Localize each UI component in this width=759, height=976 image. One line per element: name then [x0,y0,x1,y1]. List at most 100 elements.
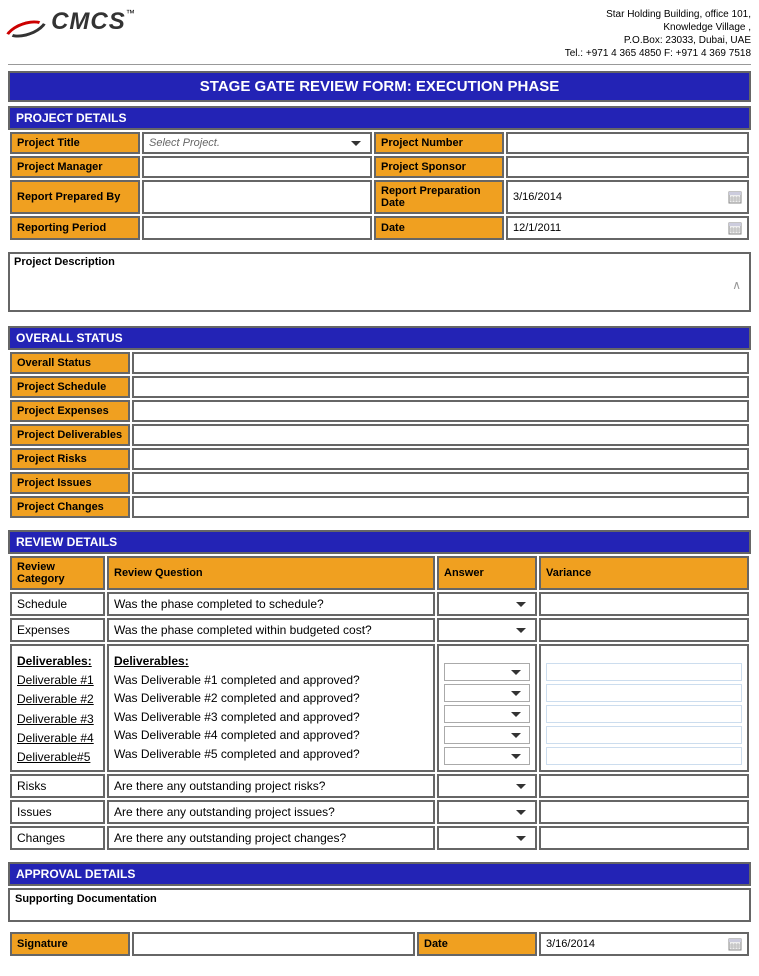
calendar-icon[interactable] [728,937,742,951]
deliverable-link[interactable]: Deliverable #1 [17,671,98,690]
label-prepared-by: Report Prepared By [10,180,140,214]
chevron-down-icon [351,141,361,146]
review-details-table: Review Category Review Question Answer V… [8,554,751,852]
deliverable-answers [437,644,537,772]
chevron-down-icon [511,712,521,717]
variance-input[interactable] [546,726,742,744]
variance-input[interactable] [539,592,749,616]
label-project-deliverables: Project Deliverables [10,424,130,446]
label-project-description: Project Description [14,256,745,268]
variance-input[interactable] [539,800,749,824]
address-line: Star Holding Building, office 101, [565,8,751,21]
reporting-period-input[interactable] [142,216,372,240]
form-title: STAGE GATE REVIEW FORM: EXECUTION PHASE [8,71,751,102]
approval-date-value: 3/16/2014 [546,938,595,950]
chevron-down-icon [516,810,526,815]
answer-select[interactable] [444,726,530,744]
date-value: 12/1/2011 [513,222,561,234]
section-approval-details: APPROVAL DETAILS [8,862,751,886]
overall-status-input[interactable] [132,352,749,374]
label-project-manager: Project Manager [10,156,140,178]
project-schedule-input[interactable] [132,376,749,398]
deliverable-question: Was Deliverable #3 completed and approve… [114,708,428,727]
label-overall-status: Overall Status [10,352,130,374]
deliverable-link[interactable]: Deliverable #4 [17,729,98,748]
approval-date-input[interactable]: 3/16/2014 [539,932,749,956]
chevron-down-icon [511,691,521,696]
variance-input[interactable] [539,618,749,642]
review-cat-schedule: Schedule [10,592,105,616]
answer-select[interactable] [444,747,530,765]
chevron-down-icon [516,836,526,841]
chevron-down-icon [511,733,521,738]
chevron-down-icon [516,784,526,789]
company-address: Star Holding Building, office 101, Knowl… [565,8,751,60]
answer-select[interactable] [437,826,537,850]
signature-input[interactable] [132,932,415,956]
project-risks-input[interactable] [132,448,749,470]
variance-input[interactable] [546,705,742,723]
answer-select[interactable] [437,774,537,798]
deliverable-variances [539,644,749,772]
header-variance: Variance [539,556,749,590]
prep-date-value: 3/16/2014 [513,191,562,203]
prepared-by-input[interactable] [142,180,372,214]
deliverable-link[interactable]: Deliverable#5 [17,748,98,767]
logo-tm: ™ [126,8,135,18]
deliverables-q-header: Deliverables: [114,652,428,671]
supporting-documentation-box[interactable]: Supporting Documentation [8,888,751,922]
answer-select[interactable] [444,684,530,702]
page-header: CMCS™ Star Holding Building, office 101,… [8,8,751,60]
answer-select[interactable] [437,618,537,642]
answer-select[interactable] [437,592,537,616]
approval-signature-table: Signature Date 3/16/2014 [8,930,751,958]
label-date: Date [374,216,504,240]
answer-select[interactable] [444,705,530,723]
review-q-risks: Are there any outstanding project risks? [107,774,435,798]
label-project-number: Project Number [374,132,504,154]
section-overall-status: OVERALL STATUS [8,326,751,350]
prep-date-input[interactable]: 3/16/2014 [506,180,749,214]
label-project-issues: Project Issues [10,472,130,494]
label-project-schedule: Project Schedule [10,376,130,398]
project-issues-input[interactable] [132,472,749,494]
answer-select[interactable] [437,800,537,824]
review-cat-risks: Risks [10,774,105,798]
review-cat-deliverables: Deliverables: Deliverable #1 Deliverable… [10,644,105,772]
variance-input[interactable] [546,747,742,765]
project-deliverables-input[interactable] [132,424,749,446]
company-logo: CMCS™ [8,8,135,38]
variance-input[interactable] [539,774,749,798]
label-approval-date: Date [417,932,537,956]
calendar-icon[interactable] [728,190,742,204]
variance-input[interactable] [546,663,742,681]
deliverables-header: Deliverables: [17,652,98,671]
header-divider [8,64,751,65]
answer-select[interactable] [444,663,530,681]
calendar-icon[interactable] [728,221,742,235]
review-cat-issues: Issues [10,800,105,824]
deliverable-link[interactable]: Deliverable #2 [17,690,98,709]
project-title-select[interactable]: Select Project. [142,132,372,154]
project-details-table: Project Title Select Project. Project Nu… [8,130,751,242]
project-changes-input[interactable] [132,496,749,518]
project-manager-input[interactable] [142,156,372,178]
date-input[interactable]: 12/1/2011 [506,216,749,240]
label-project-sponsor: Project Sponsor [374,156,504,178]
variance-input[interactable] [546,684,742,702]
chevron-down-icon [511,670,521,675]
project-expenses-input[interactable] [132,400,749,422]
label-reporting-period: Reporting Period [10,216,140,240]
header-review-question: Review Question [107,556,435,590]
variance-input[interactable] [539,826,749,850]
project-description-box[interactable]: Project Description ∧ [8,252,751,312]
section-review-details: REVIEW DETAILS [8,530,751,554]
deliverable-link[interactable]: Deliverable #3 [17,710,98,729]
project-title-placeholder: Select Project. [149,137,220,149]
project-description-input[interactable]: ∧ [14,268,745,308]
review-q-expenses: Was the phase completed within budgeted … [107,618,435,642]
project-number-input[interactable] [506,132,749,154]
label-project-changes: Project Changes [10,496,130,518]
header-answer: Answer [437,556,537,590]
project-sponsor-input[interactable] [506,156,749,178]
